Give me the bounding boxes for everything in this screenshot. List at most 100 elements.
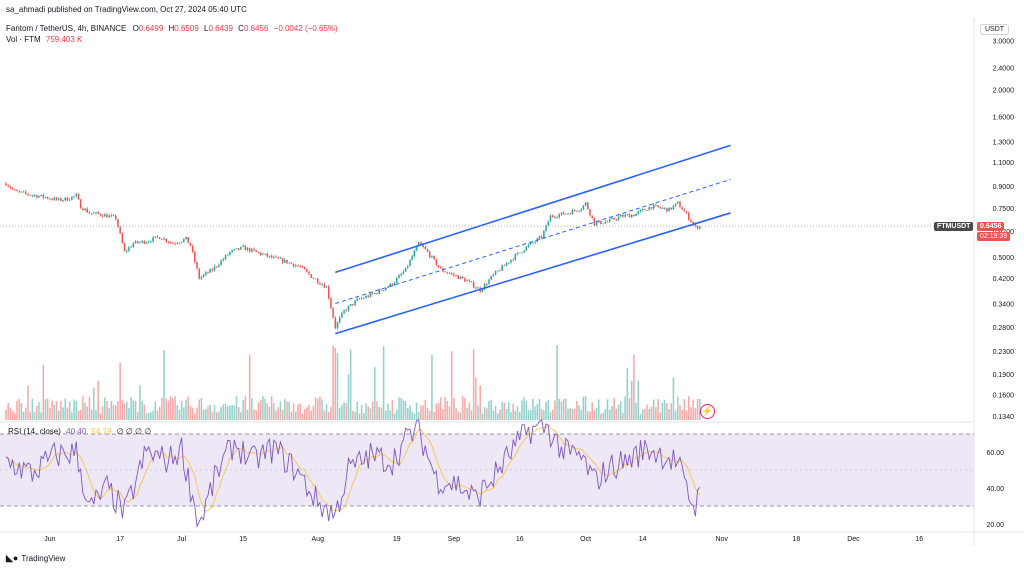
candle-body [560, 212, 563, 215]
volume-bar [178, 409, 181, 420]
volume-bar [354, 411, 356, 420]
candle-body [655, 204, 657, 206]
volume-bar [29, 411, 31, 420]
candle-body [681, 207, 683, 210]
rsi-label[interactable]: RSI (14, close) [8, 427, 61, 436]
candle-body [101, 215, 104, 217]
candle-body [86, 208, 89, 213]
candle-body [288, 262, 290, 264]
candle-body [360, 298, 363, 300]
candle-body [424, 246, 427, 250]
candle-body [88, 212, 91, 214]
volume-bar [246, 409, 249, 420]
volume-bar [488, 401, 490, 420]
candle-body [112, 215, 115, 217]
volume-bar [426, 407, 429, 420]
price-axis-tick: 0.2800 [993, 325, 1015, 332]
volume-bar [152, 410, 154, 420]
volume-bar [266, 403, 269, 420]
volume-bar [611, 405, 613, 420]
volume-bar [352, 410, 354, 420]
volume-bar [448, 406, 451, 420]
volume-bar [277, 407, 280, 420]
currency-button[interactable]: USDT [980, 24, 1010, 35]
volume-bar [382, 346, 385, 420]
volume-bar [376, 401, 378, 420]
volume-bar [104, 397, 106, 420]
candle-body [136, 241, 139, 243]
lightning-icon[interactable]: ⚡ [700, 404, 715, 419]
candle-body [400, 273, 402, 276]
candle-body [358, 298, 361, 300]
candle-body [527, 244, 530, 247]
candle-body [426, 249, 429, 252]
price-axis-tick: 0.2300 [993, 349, 1015, 356]
volume-bar [356, 401, 359, 420]
volume-bar [251, 398, 253, 420]
candle-body [685, 211, 688, 213]
volume-bar [490, 399, 492, 420]
volume-bar [396, 409, 398, 420]
volume-bar [244, 396, 247, 420]
time-axis-tick: Sep [448, 536, 461, 543]
volume-bar [672, 377, 675, 420]
candle-body [235, 248, 238, 250]
candle-body [595, 222, 598, 226]
rsi-axis-tick: 60.00 [986, 450, 1004, 457]
candle-body [472, 282, 475, 288]
candle-body [51, 198, 53, 200]
volume-bar [494, 405, 497, 420]
candle-body [694, 223, 697, 226]
volume-bar [393, 413, 396, 420]
volume-bar [303, 409, 306, 420]
symbol-title[interactable]: Fantom / TetherUS, 4h, BINANCE [6, 24, 127, 33]
candle-body [507, 262, 510, 264]
volume-bar [569, 407, 572, 420]
volume-bar [262, 396, 264, 420]
volume-bar [409, 405, 411, 420]
volume-bar [343, 402, 345, 420]
candle-body [608, 219, 611, 222]
volume-bar [630, 380, 633, 420]
rsi-extra-values: ∅ ∅ ∅ ∅ [116, 427, 152, 436]
volume-bar [176, 405, 179, 420]
volume-bar [279, 401, 282, 420]
candle-body [549, 215, 552, 222]
candle-body [33, 195, 36, 196]
volume-bar [338, 407, 341, 420]
candle-body [450, 273, 453, 275]
candle-body [49, 198, 51, 200]
volume-bar [633, 354, 635, 420]
volume-bar [536, 403, 539, 420]
candle-body [196, 262, 198, 269]
candle-body [439, 267, 442, 269]
candle-body [262, 254, 264, 255]
volume-label[interactable]: Vol · FTM [6, 35, 41, 44]
volume-bar [461, 396, 464, 420]
volume-bar [31, 398, 34, 420]
price-axis-tick: 0.4200 [993, 276, 1015, 283]
volume-bar [567, 408, 569, 420]
volume-bar [580, 410, 582, 420]
candle-body [237, 248, 240, 250]
volume-bar [411, 411, 413, 420]
candle-body [516, 252, 519, 255]
volume-bar [613, 397, 615, 420]
volume-bar [64, 398, 67, 420]
candle-body [257, 251, 260, 253]
candle-body [82, 208, 84, 211]
candle-body [152, 237, 154, 242]
volume-bar [55, 401, 58, 420]
volume-bar [57, 410, 60, 420]
candle-body [470, 281, 473, 283]
tradingview-logo[interactable]: ◣● TradingView [6, 553, 65, 564]
volume-bar [363, 413, 365, 420]
candle-body [628, 214, 631, 218]
price-axis-tick: 0.7500 [993, 206, 1015, 213]
candle-body [569, 213, 572, 215]
volume-bar [615, 408, 618, 420]
volume-bar [161, 397, 163, 420]
volume-bar [237, 407, 240, 420]
candle-body [666, 207, 668, 212]
